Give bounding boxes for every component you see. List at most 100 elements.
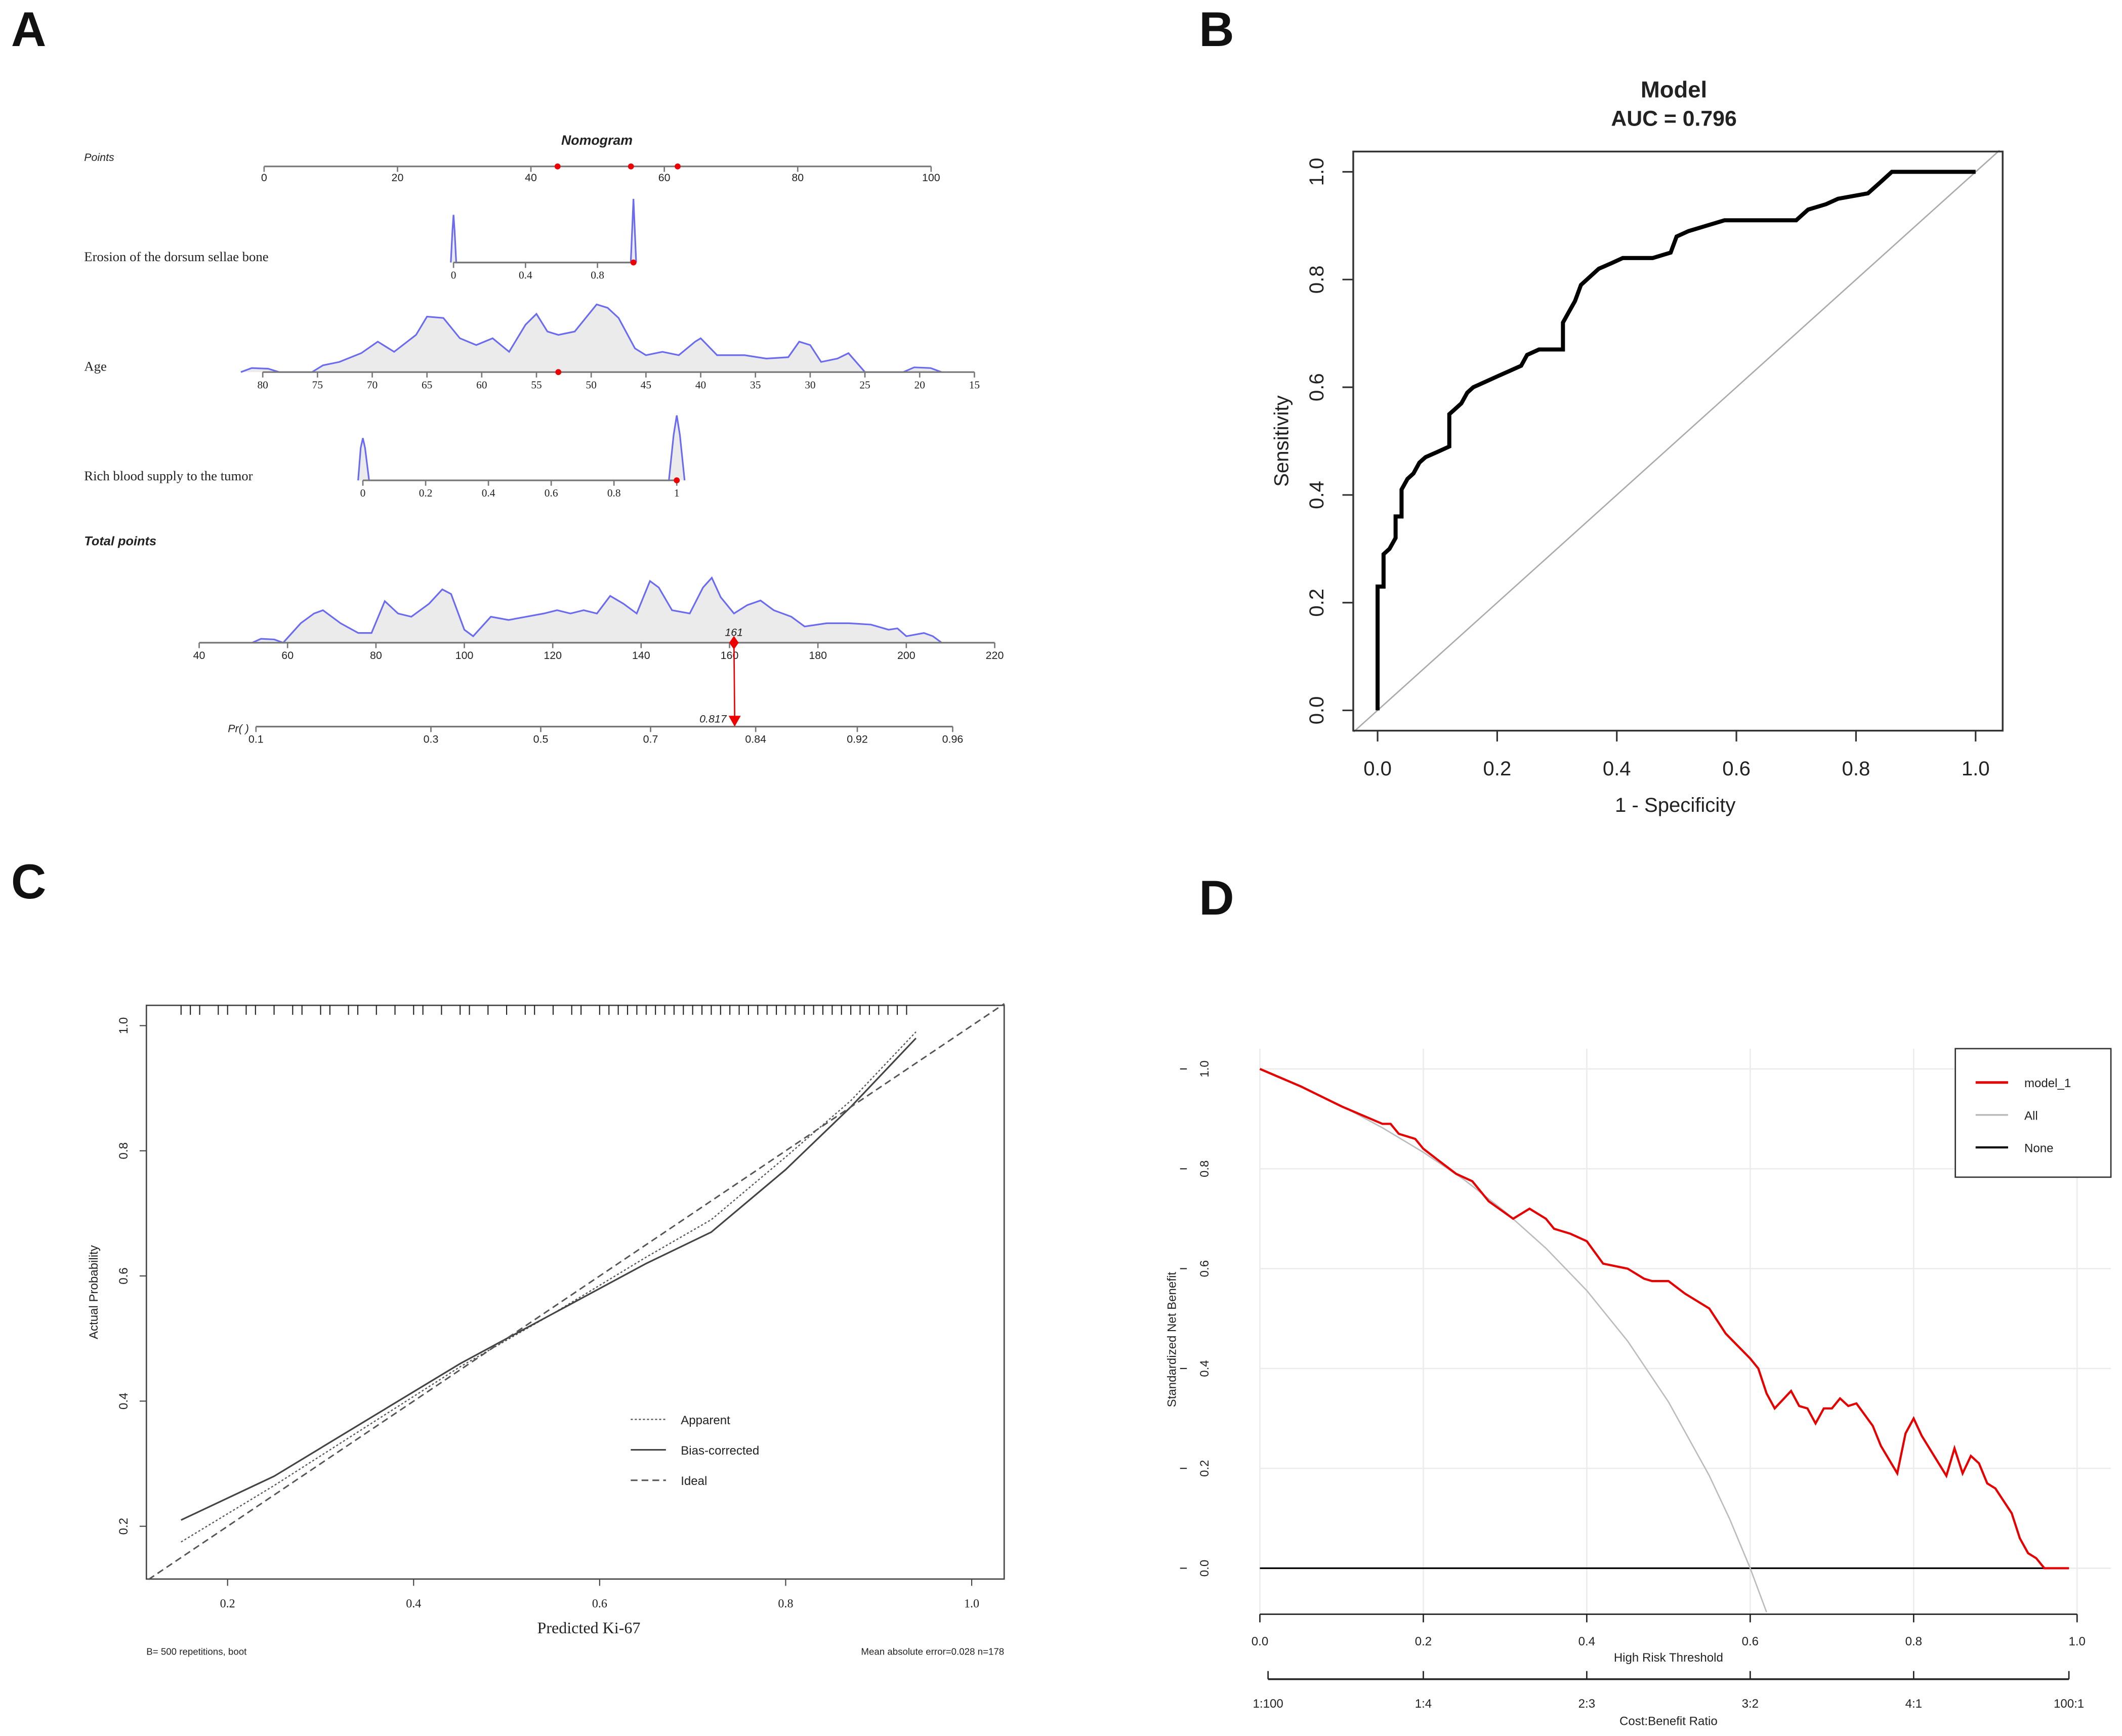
variable-label: Age (84, 359, 107, 374)
probability-tick-label: 0.96 (942, 733, 964, 746)
variable-tick-label: 70 (367, 379, 378, 391)
y-tick-label: 0.4 (1306, 481, 1328, 509)
total-points-result-label: 161 (725, 627, 743, 639)
panel-d-dca: model_1 All None 0.0 0.2 0.4 0.6 0.8 1.0 High Ris… (1166, 1048, 2112, 1728)
y-axis-label: Standardized Net Benefit (1166, 1272, 1179, 1408)
y-axis-label: Actual Probability (87, 1245, 101, 1339)
total-points-tick-label: 120 (544, 649, 562, 662)
total-points-density-curve (252, 576, 942, 644)
x-tick-label: 0.4 (406, 1597, 421, 1610)
points-axis-tick-label: 100 (922, 172, 940, 184)
probability-tick-label: 0.3 (424, 733, 439, 746)
bootstrap-footnote: B= 500 repetitions, boot (146, 1646, 247, 1657)
x-tick-label: 0.4 (1578, 1635, 1595, 1648)
y-tick-label: 0.4 (117, 1393, 131, 1410)
x-tick-label: 0.8 (1905, 1635, 1922, 1648)
y-tick-label: 1.0 (1198, 1060, 1212, 1077)
y-tick-label: 0.2 (1306, 589, 1328, 617)
variable-tick-label: 0.8 (607, 487, 621, 499)
cost-benefit-tick-label: 4:1 (1905, 1697, 1922, 1711)
total-points-label: Total points (84, 534, 156, 548)
legend-label: Apparent (681, 1414, 730, 1427)
x-tick-label: 1.0 (2069, 1635, 2086, 1648)
probability-tick-label: 0.7 (643, 733, 658, 746)
probability-tick-label: 0.92 (847, 733, 868, 746)
selected-value-marker (555, 369, 562, 376)
legend-label: model_1 (2024, 1077, 2071, 1090)
total-points-tick-label: 200 (897, 649, 916, 662)
x-tick-label: 0.6 (1742, 1635, 1759, 1648)
y-tick-label: 0.0 (1306, 696, 1328, 725)
variable-tick-label: 75 (312, 379, 323, 391)
y-tick-label: 0.8 (1306, 265, 1328, 294)
cost-benefit-tick-label: 100:1 (2054, 1697, 2084, 1711)
variable-density-curve-fill (240, 304, 942, 373)
x-axis-label: Predicted Ki-67 (537, 1619, 640, 1637)
variable-tick-label: 0.8 (591, 269, 604, 281)
y-tick-label: 0.8 (117, 1142, 131, 1159)
cost-benefit-tick-label: 2:3 (1578, 1697, 1595, 1711)
probability-axis-label: Pr( ) (228, 722, 249, 734)
x-tick-label: 0.2 (220, 1597, 235, 1610)
selected-points-marker (675, 163, 681, 170)
variable-tick-label: 0.6 (545, 487, 558, 499)
panel-b-roc: Model AUC = 0.796 0.0 0.2 0.4 0.6 0.8 1.0 0.0 0.2… (1271, 76, 2004, 816)
variable-tick-label: 35 (750, 379, 761, 391)
x-axis-label: 1 - Specificity (1615, 794, 1735, 816)
y-tick-label: 0.6 (117, 1267, 131, 1284)
selected-value-marker (630, 259, 637, 266)
panel-label-b: B (1199, 3, 1234, 57)
y-tick-label: 0.8 (1198, 1161, 1212, 1177)
probability-result-label: 0.817 (699, 713, 727, 725)
points-axis-tick-label: 60 (658, 172, 671, 184)
total-points-density-curve-fill (252, 577, 942, 643)
total-points-tick-label: 160 (721, 649, 739, 662)
variable-label: Rich blood supply to the tumor (84, 468, 253, 483)
legend-box (1954, 1048, 2112, 1178)
points-axis-tick-label: 80 (792, 172, 804, 184)
x-tick-label: 0.2 (1415, 1635, 1432, 1648)
variable-tick-label: 0.4 (482, 487, 495, 499)
variable-density-curve (240, 303, 942, 373)
panel-label-d: D (1199, 871, 1234, 925)
variable-label: Erosion of the dorsum sellae bone (84, 249, 268, 264)
x-tick-label: 1.0 (1962, 758, 1990, 780)
variable-tick-label: 60 (476, 379, 487, 391)
y-tick-label: 0.6 (1306, 373, 1328, 401)
variable-tick-label: 40 (695, 379, 706, 391)
x-tick-label: 0.0 (1363, 758, 1392, 780)
variable-tick-label: 0 (360, 487, 366, 499)
x-tick-label: 0.8 (1842, 758, 1870, 780)
panel-a-nomogram: Nomogram Points 0 20 40 60 80 100 0 0.4 0.8 Erosion… (84, 133, 1004, 746)
cost-benefit-axis-label: Cost:Benefit Ratio (1619, 1715, 1718, 1728)
y-axis-label: Sensitivity (1271, 395, 1293, 486)
legend-label: Bias-corrected (681, 1444, 759, 1458)
plot-frame (1352, 150, 2004, 732)
x-tick-label: 0.2 (1483, 758, 1512, 780)
roc-title: Model (1641, 76, 1707, 102)
x-tick-label: 0.4 (1603, 758, 1631, 780)
x-tick-label: 0.0 (1252, 1635, 1268, 1648)
selected-points-marker (554, 163, 561, 170)
variable-tick-label: 50 (586, 379, 597, 391)
variable-tick-label: 1 (674, 487, 680, 499)
x-tick-label: 1.0 (964, 1597, 979, 1610)
roc-auc-label: AUC = 0.796 (1611, 107, 1736, 131)
y-tick-label: 1.0 (1306, 158, 1328, 186)
probability-arrow-marker (728, 716, 741, 727)
points-axis-label: Points (84, 151, 114, 163)
x-tick-label: 0.8 (778, 1597, 793, 1610)
variable-tick-label: 45 (641, 379, 651, 391)
y-tick-label: 0.2 (117, 1518, 131, 1535)
variable-tick-label: 55 (531, 379, 542, 391)
plot-frame (145, 1005, 1005, 1580)
x-axis-label: High Risk Threshold (1614, 1651, 1723, 1665)
variable-tick-label: 0 (451, 269, 456, 281)
cost-benefit-tick-label: 3:2 (1742, 1697, 1759, 1711)
mean-error-footnote: Mean absolute error=0.028 n=178 (861, 1646, 1004, 1657)
variable-tick-label: 30 (805, 379, 815, 391)
roc-curve (1376, 170, 1976, 711)
reference-diagonal-line (1353, 150, 2000, 733)
bias-corrected-curve (181, 1038, 917, 1521)
x-tick-label: 0.6 (592, 1597, 607, 1610)
